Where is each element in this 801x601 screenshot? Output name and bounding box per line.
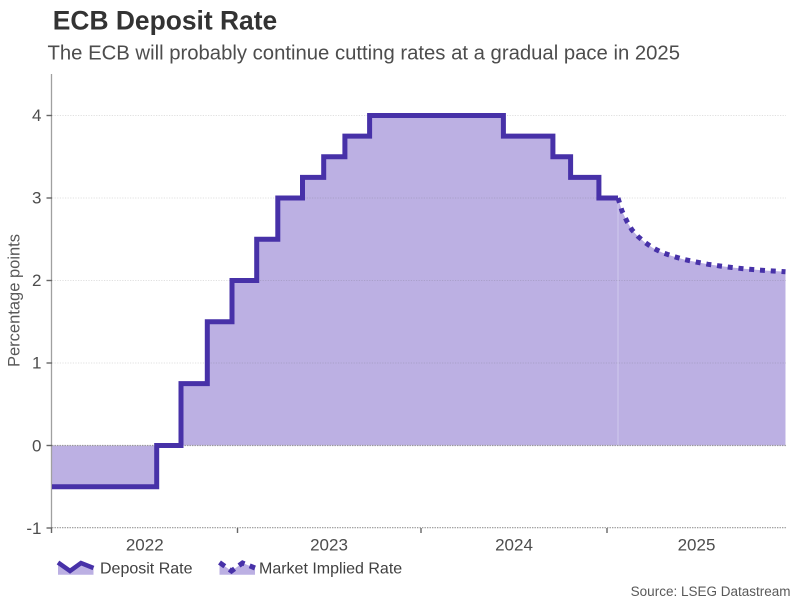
svg-text:3: 3 — [32, 189, 41, 208]
svg-text:2023: 2023 — [310, 535, 348, 554]
svg-text:Market Implied Rate: Market Implied Rate — [259, 561, 402, 578]
svg-text:ECB Deposit Rate: ECB Deposit Rate — [53, 5, 277, 35]
svg-text:0: 0 — [32, 436, 41, 455]
svg-text:Percentage points: Percentage points — [6, 234, 24, 367]
svg-text:Deposit Rate: Deposit Rate — [100, 561, 193, 578]
svg-text:2: 2 — [32, 271, 41, 290]
svg-text:2022: 2022 — [126, 535, 164, 554]
svg-text:1: 1 — [32, 354, 41, 373]
svg-text:Source: LSEG Datastream: Source: LSEG Datastream — [631, 584, 791, 599]
svg-text:4: 4 — [32, 106, 41, 125]
svg-text:-1: -1 — [26, 519, 41, 538]
svg-text:2025: 2025 — [678, 535, 716, 554]
svg-text:2024: 2024 — [495, 535, 533, 554]
svg-text:The ECB will probably continue: The ECB will probably continue cutting r… — [48, 43, 680, 65]
